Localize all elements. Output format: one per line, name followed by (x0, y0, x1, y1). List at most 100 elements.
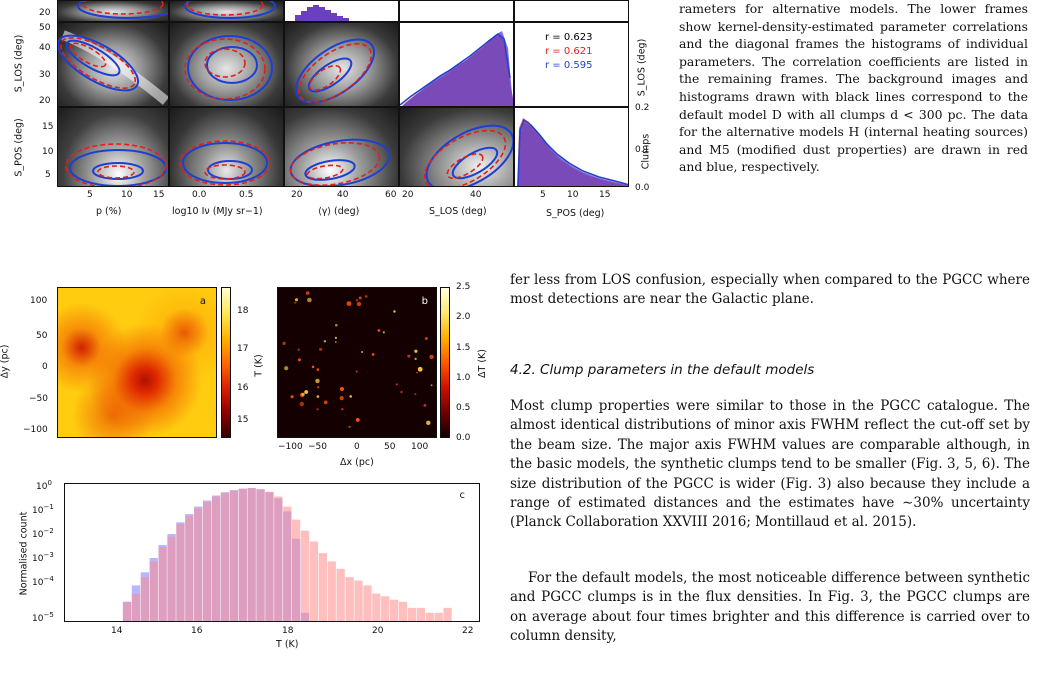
panel-r1-c3 (284, 0, 399, 22)
row3-tick: 15 (42, 122, 54, 132)
hist-bar-series-1 (211, 496, 221, 621)
hotspot (426, 420, 431, 425)
hist-bar-series-1 (158, 547, 167, 621)
hist-bar-series-1 (434, 612, 443, 621)
hotspot (334, 341, 337, 343)
figure-caption: rameters for alternative models. The low… (679, 0, 1028, 176)
panel-c-xtick: 22 (462, 626, 474, 636)
cbar-a-tick: 16 (237, 383, 249, 393)
hotspot (355, 370, 358, 373)
hist-bar-series-1 (131, 593, 141, 621)
hotspot (358, 296, 362, 300)
hotspot (346, 301, 352, 306)
right-ylabel-slos: S_LOS (deg) (636, 38, 648, 97)
hotspot (429, 354, 434, 360)
hotspot (340, 387, 344, 391)
xlabel-spos: S_POS (deg) (546, 208, 605, 219)
paragraph-2: Most clump properties were similar to th… (510, 397, 1030, 533)
hist-bar-series-1 (283, 506, 292, 621)
hist-bar-series-1 (247, 488, 256, 621)
panel-r3-c2 (169, 107, 284, 187)
hist-bar-series-1 (309, 541, 319, 621)
hotspot (297, 348, 300, 351)
panel-c-ytick: 10−4 (32, 575, 54, 588)
panel-b-xtick: −100 (278, 442, 303, 452)
xtick-gamma: 40 (337, 190, 349, 200)
hist-bar-series-1 (407, 607, 417, 621)
paragraph-3: For the default models, the most noticea… (510, 569, 1030, 647)
corr-default: r = 0.623 (545, 32, 593, 43)
hotspot (307, 297, 312, 303)
hist-bar-series-1 (318, 553, 327, 621)
hotspot (290, 395, 294, 399)
panel-r1-c4 (399, 0, 514, 22)
hotspot (416, 371, 418, 374)
hotspot (377, 329, 381, 332)
row3-ylabel: S_POS (deg) (13, 118, 25, 177)
hotspot (341, 408, 344, 411)
row2-ylabel: S_LOS (deg) (13, 34, 25, 93)
hotspot (382, 331, 385, 334)
hist-bar-series-1 (327, 561, 336, 621)
hist-bar-series-1 (390, 599, 399, 621)
panel-r2-c2 (169, 22, 284, 107)
xtick-spos: 15 (599, 190, 611, 200)
panel-b-xlabel: Δx (pc) (340, 457, 374, 468)
hotspot (364, 295, 368, 298)
hotspot (348, 425, 351, 428)
hist-bar-series-1 (238, 488, 247, 621)
hotspot (317, 386, 320, 389)
panel-a-ytick: 50 (36, 331, 48, 341)
panel-c-ylabel: Normalised count (18, 511, 30, 596)
panel-c-xtick: 16 (191, 626, 203, 636)
panel-r1-c5 (514, 0, 629, 22)
hist-bar-series-1 (265, 491, 274, 621)
panel-c-ytick: 10−1 (32, 503, 54, 516)
hotspot (284, 366, 289, 371)
histogram-plot (122, 487, 452, 621)
panel-r2-c1 (57, 22, 169, 107)
hotspot (355, 299, 359, 302)
cbar-b-tick: 1.0 (456, 373, 471, 383)
panel-c-xtick: 18 (282, 626, 294, 636)
hotspot (355, 418, 360, 422)
xlabel-slos: S_LOS (deg) (429, 206, 487, 217)
hotspot (361, 351, 364, 353)
hist-bar-series-1 (229, 490, 238, 621)
hotspot (297, 358, 301, 362)
hotspot (400, 390, 403, 394)
panel-c-ytick: 10−2 (32, 527, 54, 540)
hotspot (424, 337, 428, 340)
xtick-spos: 5 (540, 190, 546, 200)
panel-r1-c2 (169, 0, 284, 22)
hist-bar-series-1 (381, 596, 390, 621)
hotspot (417, 366, 423, 372)
hotspot (316, 408, 319, 411)
xtick-p: 10 (121, 190, 133, 200)
panel-r3-c3 (284, 107, 399, 187)
row3-tick: 10 (42, 147, 54, 157)
hist-bar-series-1 (336, 568, 345, 621)
hist-bar-series-1 (220, 493, 230, 621)
panel-b-xtick: −50 (308, 442, 327, 452)
hist-bar-series-1 (274, 496, 283, 621)
xtick-p: 5 (87, 190, 93, 200)
cbar-b-tick: 1.5 (456, 343, 471, 353)
row2-tick: 40 (39, 43, 51, 53)
para3-text: For the default models, the most noticea… (510, 570, 1030, 645)
right-tick: 0.1 (635, 145, 650, 155)
hotspot (371, 353, 375, 356)
xtick-logI: 0.5 (239, 190, 254, 200)
hist-bar-series-1 (425, 612, 434, 621)
hist-bar-series-1 (256, 489, 265, 621)
row1-tick: 20 (39, 8, 51, 18)
hist-bar-series-1 (363, 585, 372, 621)
row2-tick: 30 (39, 70, 51, 80)
panel-r3-c1 (57, 107, 169, 187)
panel-r2-c4-hist (399, 22, 514, 107)
hotspot (294, 301, 297, 304)
map-temperature: a (57, 287, 217, 438)
cbar-a-tick: 15 (237, 415, 249, 425)
panel-c-xlabel: T (K) (276, 639, 299, 650)
hotspot (407, 354, 411, 358)
